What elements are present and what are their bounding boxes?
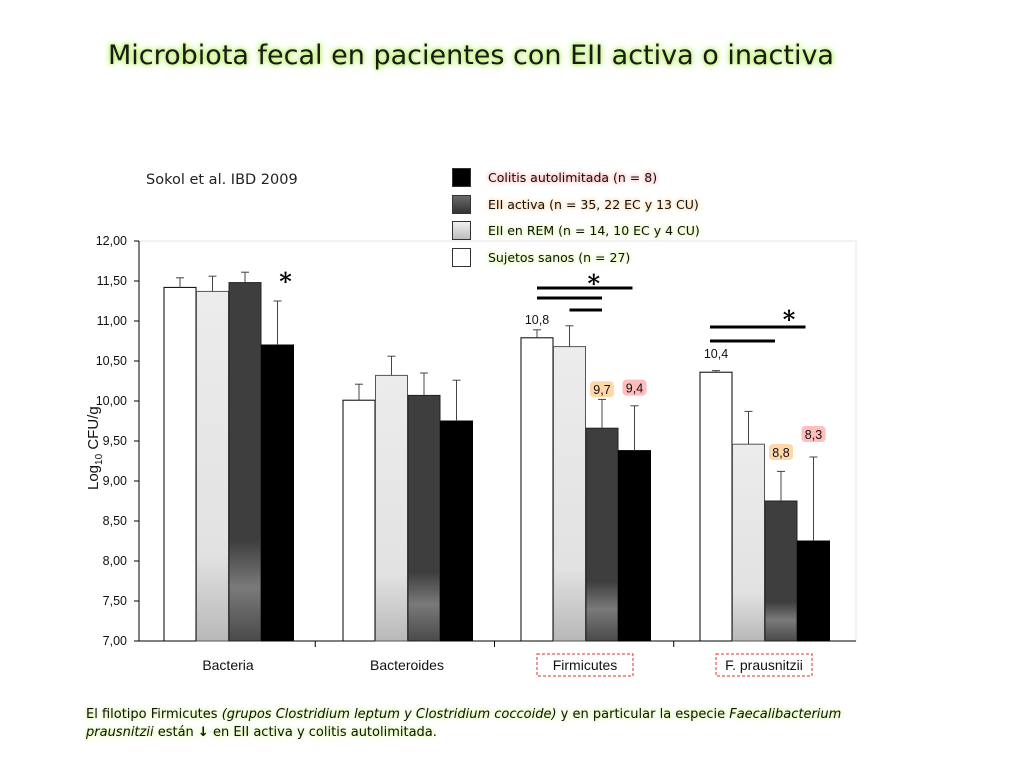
y-axis-label: Log10 CFU/g: [85, 406, 105, 490]
data-label-glow: [769, 444, 793, 460]
category-highlight-box: [536, 653, 634, 677]
legend-label-colitis: Colitis autolimitada (n = 8): [488, 169, 658, 185]
data-label: 9,4: [626, 382, 643, 396]
bar: [342, 399, 376, 642]
y-tick-label: 7,50: [103, 594, 127, 608]
bar: [618, 450, 651, 642]
bar: [228, 282, 262, 642]
bar: [375, 374, 408, 642]
data-label-glow: [590, 381, 614, 398]
data-label-glow: [801, 426, 826, 442]
bar: [520, 337, 554, 642]
category-label: Firmicutes: [553, 657, 618, 673]
y-tick-label: 11,00: [97, 314, 127, 328]
bar: [163, 286, 197, 642]
y-tick-label: 8,00: [103, 554, 127, 568]
note-text-2: (grupos Clostridium leptum y Clostridium…: [221, 707, 557, 722]
y-tick-label: 10,50: [96, 354, 127, 368]
note-text-3: y en particular la especie: [556, 707, 730, 722]
category-highlight-box: [715, 653, 813, 677]
bar: [553, 346, 586, 642]
legend-item-sanos: Sujetos sanos (n = 27): [452, 246, 632, 268]
bar: [764, 500, 798, 642]
y-tick-label: 11,50: [97, 274, 127, 288]
bar: [407, 394, 441, 642]
note-text-4: Faecalibacterium prausnitzii: [86, 707, 842, 740]
note-text-1: El filotipo Firmicutes: [86, 707, 222, 722]
bottom-note: El filotipo Firmicutes (grupos Clostridi…: [86, 706, 906, 742]
slide-title: Microbiota fecal en pacientes con EII ac…: [108, 40, 834, 71]
bar: [440, 420, 473, 642]
legend-swatch-eii-rem: [452, 220, 471, 240]
data-label: 10,4: [704, 347, 728, 361]
legend-label-eii-activa: EII activa (n = 35, 22 EC y 13 CU): [488, 196, 699, 212]
citation: Sokol et al. IBD 2009: [146, 172, 298, 188]
legend-swatch-eii-activa: [452, 194, 471, 214]
bar: [797, 540, 830, 642]
legend-item-colitis: Colitis autolimitada (n = 8): [452, 166, 659, 188]
legend-item-eii-activa: EII activa (n = 35, 22 EC y 13 CU): [452, 193, 701, 215]
data-label: 9,7: [593, 383, 610, 397]
category-label: Bacteria: [202, 657, 254, 673]
down-arrow-icon: ↓: [197, 725, 209, 740]
y-tick-label: 12,00: [96, 234, 127, 248]
bar: [732, 443, 765, 642]
y-tick-label: 10,00: [96, 394, 127, 408]
data-label-glow: [622, 379, 647, 396]
bar: [261, 344, 294, 642]
note-text-6: en EII activa y colitis autolimitada.: [208, 725, 437, 740]
legend-label-eii-rem: EII en REM (n = 14, 10 EC y 4 CU): [488, 222, 700, 238]
significance-star: *: [783, 305, 796, 334]
legend-item-eii-rem: EII en REM (n = 14, 10 EC y 4 CU): [452, 219, 702, 241]
note-text-5: están: [153, 725, 198, 740]
category-label: Bacteroides: [370, 657, 444, 673]
y-tick-label: 9,00: [103, 474, 127, 488]
legend-swatch-colitis: [452, 167, 471, 187]
bar-chart: 7,00 7,50 8,00 8,50 9,00 9,50 10,00 10,50 11,00 1…: [85, 234, 857, 677]
data-label: 8,3: [805, 428, 822, 442]
y-tick-label: 7,00: [103, 634, 127, 648]
category-label: F. prausnitzii: [725, 657, 803, 673]
bar: [196, 290, 229, 642]
significance-star: *: [587, 269, 600, 298]
data-label: 10,8: [525, 313, 549, 327]
legend-swatch-sanos: [452, 247, 471, 267]
y-tick-label: 8,50: [103, 514, 127, 528]
bar: [585, 427, 619, 642]
data-label: 8,8: [772, 446, 789, 460]
legend-label-sanos: Sujetos sanos (n = 27): [488, 249, 631, 265]
significance-star: *: [279, 267, 292, 296]
y-tick-label: 9,50: [103, 434, 127, 448]
bar: [699, 371, 733, 642]
